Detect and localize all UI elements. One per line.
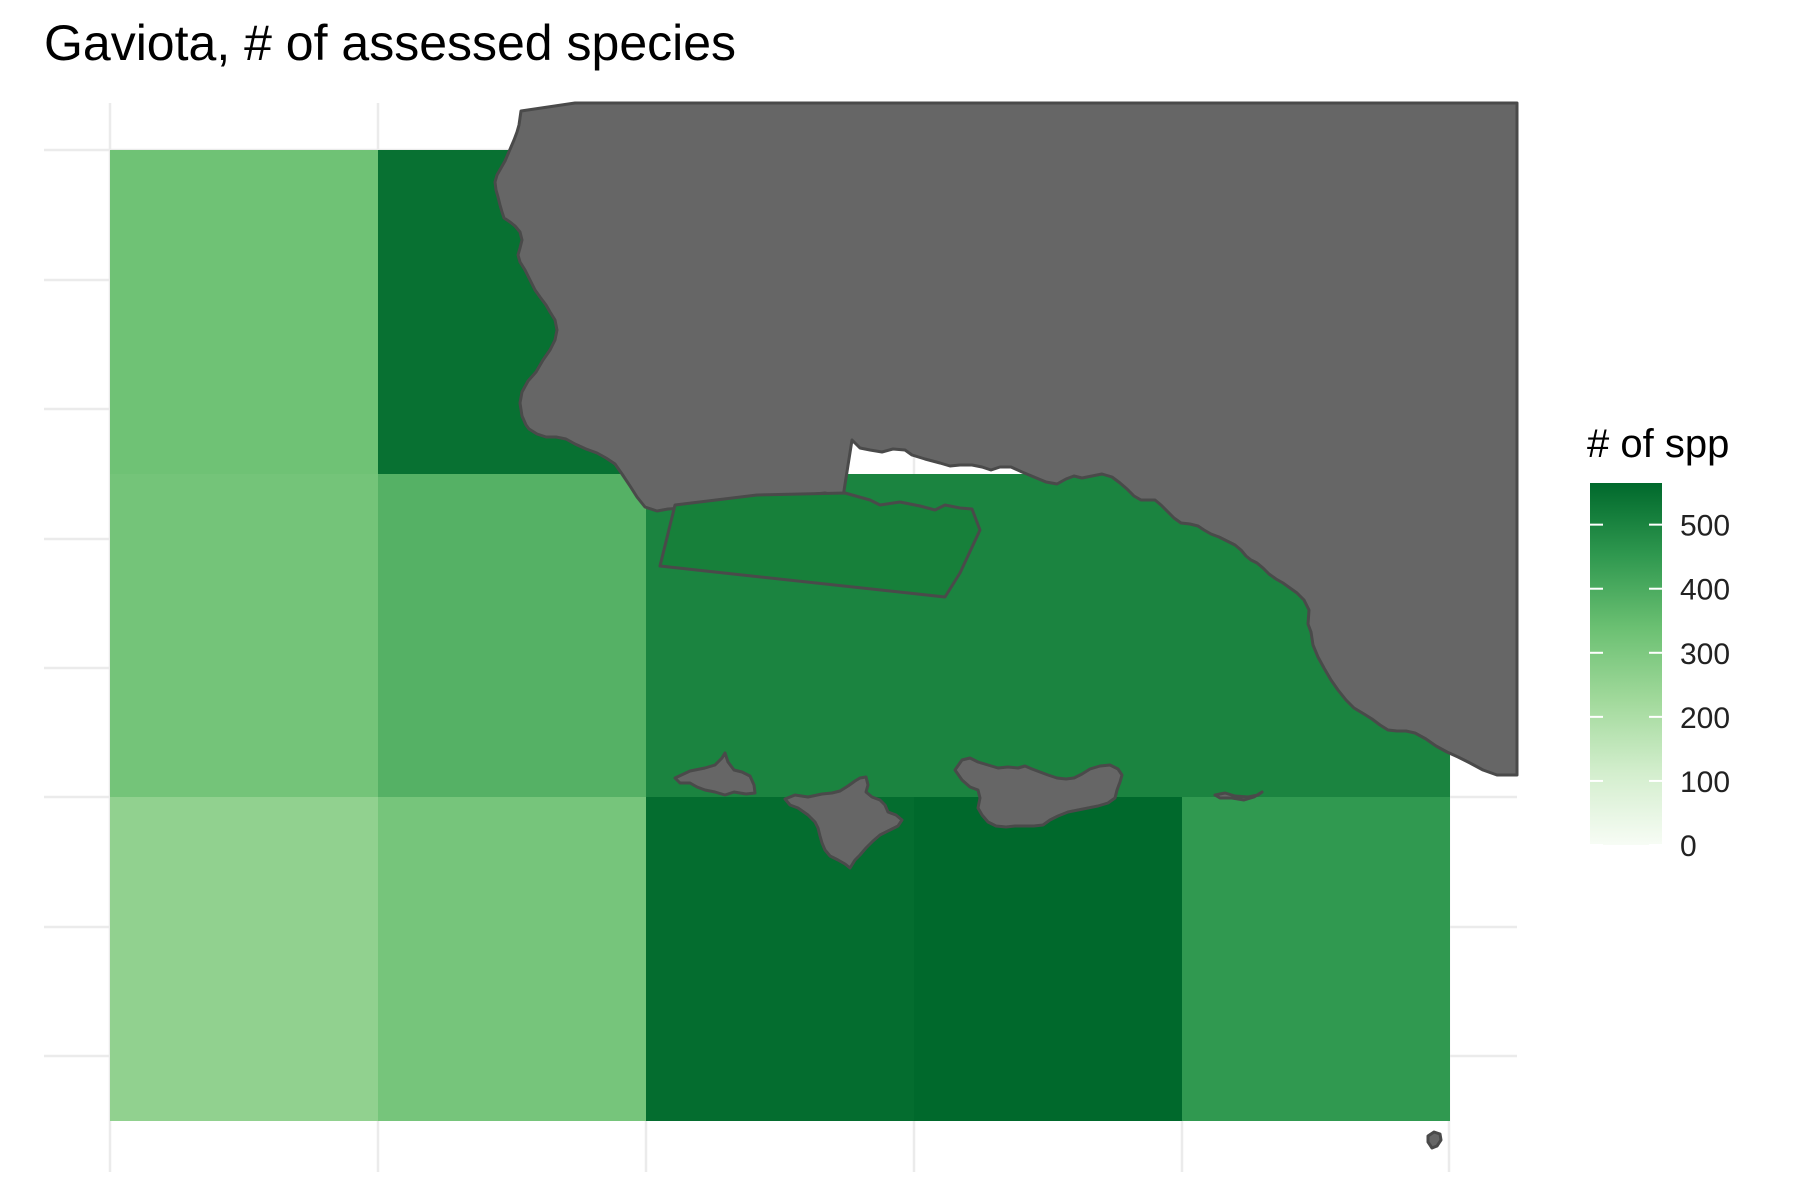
heat-cell-r2-c4 [1182,797,1450,1121]
legend-colorbar [1590,483,1662,845]
island-san-miguel [673,751,757,797]
legend-tick-label: 200 [1680,702,1730,735]
heat-cell-r2-c0 [110,797,378,1121]
heat-cell-r1-c1 [378,474,646,797]
legend-tick-label: 400 [1680,574,1730,607]
map-title: Gaviota, # of assessed species [44,15,737,71]
heat-cell-r2-c1 [378,797,646,1121]
legend-tick-label: 100 [1680,766,1730,799]
legend-title: # of spp [1587,422,1730,466]
channel-islands [673,751,1443,1150]
legend-ticks: 0 100 200 300 400 500 [1590,510,1730,863]
island-santa-cruz [953,756,1124,829]
heat-cell-r0-c0 [110,150,378,474]
heat-cell-r2-c3 [914,797,1182,1121]
mainland [493,101,1519,777]
island-anacapa [1213,790,1264,802]
legend-tick-label: 300 [1680,638,1730,671]
coastline-land [493,101,1519,777]
marine-protected-area [658,491,982,599]
heat-cell-r2-c2 [646,797,914,1121]
legend-tick-label: 0 [1680,830,1697,863]
legend-tick-label: 500 [1680,510,1730,543]
heat-cell-r1-c0 [110,474,378,797]
legend: 0 100 200 300 400 500 [1590,483,1730,863]
island-santa-rosa [783,775,904,870]
island-small-south [1426,1130,1443,1150]
